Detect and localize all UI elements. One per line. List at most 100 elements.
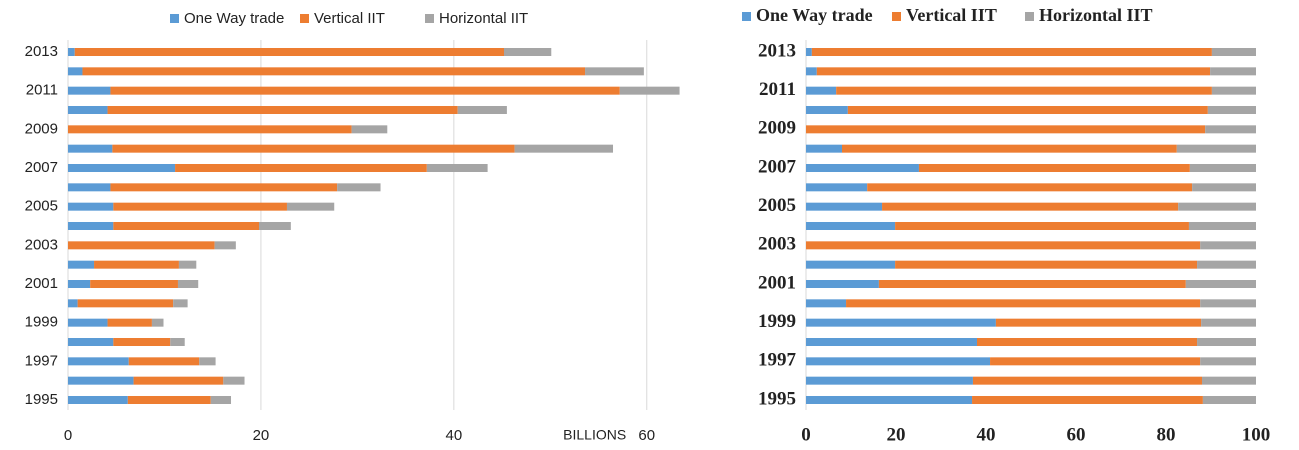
bar-segment bbox=[68, 357, 129, 366]
bar-segment bbox=[223, 376, 245, 385]
bar-segment bbox=[1188, 222, 1256, 230]
bar-segment bbox=[77, 299, 174, 308]
bar-segment bbox=[68, 106, 108, 114]
y-tick-label: 1997 bbox=[758, 350, 797, 371]
bar-segment bbox=[337, 183, 381, 192]
y-tick-label: 2001 bbox=[25, 275, 58, 292]
bar-segment bbox=[806, 376, 973, 385]
bar-segment bbox=[806, 202, 883, 211]
bar-segment bbox=[1202, 376, 1256, 385]
bar-segment bbox=[68, 183, 111, 192]
bar-segment bbox=[113, 222, 259, 230]
legend-swatch bbox=[425, 14, 434, 23]
y-tick-label: 2003 bbox=[25, 236, 58, 253]
bar-segment bbox=[842, 144, 1177, 153]
x-tick-label: 60 bbox=[638, 427, 655, 444]
bar-segment bbox=[806, 48, 812, 56]
bar-segment bbox=[113, 202, 287, 211]
bar-segment bbox=[214, 241, 236, 250]
bar-segment bbox=[1201, 318, 1256, 327]
bar-segment bbox=[504, 48, 552, 56]
x-tick-label: 80 bbox=[1157, 424, 1176, 445]
bar-segment bbox=[806, 125, 1206, 134]
bar-segment bbox=[175, 164, 427, 172]
bar-segment bbox=[847, 106, 1208, 114]
bar-segment bbox=[68, 338, 114, 346]
bar-segment bbox=[990, 357, 1201, 366]
bar-segment bbox=[258, 222, 291, 230]
legend-swatch bbox=[1025, 12, 1034, 21]
bar-segment bbox=[107, 106, 458, 114]
bar-segment bbox=[811, 48, 1212, 56]
bar-segment bbox=[68, 299, 78, 308]
y-tick-label: 2001 bbox=[758, 272, 796, 293]
bar-segment bbox=[895, 260, 1198, 269]
bar-segment bbox=[112, 144, 515, 153]
y-tick-label: 2007 bbox=[25, 159, 58, 176]
legend-swatch bbox=[892, 12, 901, 21]
x-tick-label: 20 bbox=[253, 427, 270, 444]
bar-segment bbox=[127, 396, 211, 404]
bar-segment bbox=[82, 67, 586, 76]
x-tick-label: 0 bbox=[801, 424, 811, 445]
bar-segment bbox=[1189, 164, 1256, 172]
y-tick-label: 2003 bbox=[758, 234, 796, 255]
bar-segment bbox=[68, 48, 75, 56]
legend-label: One Way trade bbox=[756, 5, 873, 25]
bar-segment bbox=[806, 318, 996, 327]
bar-segment bbox=[110, 86, 620, 95]
bar-segment bbox=[1197, 260, 1256, 269]
bar-segment bbox=[90, 280, 178, 288]
bar-segment bbox=[806, 338, 977, 346]
bar-segment bbox=[585, 67, 644, 76]
bar-segment bbox=[918, 164, 1190, 172]
bar-segment bbox=[68, 125, 352, 134]
bar-segment bbox=[1207, 106, 1256, 114]
bar-segment bbox=[199, 357, 216, 366]
bar-segment bbox=[1210, 67, 1256, 76]
bar-segment bbox=[94, 260, 179, 269]
bar-segment bbox=[178, 260, 197, 269]
bar-segment bbox=[177, 280, 199, 288]
bar-segment bbox=[210, 396, 232, 404]
legend-swatch bbox=[170, 14, 179, 23]
bar-segment bbox=[836, 86, 1212, 95]
bar-segment bbox=[110, 183, 338, 192]
bar-segment bbox=[128, 357, 200, 366]
x-tick-label: 40 bbox=[977, 424, 996, 445]
bar-segment bbox=[1200, 357, 1256, 366]
x-tick-label: 20 bbox=[887, 424, 906, 445]
bar-segment bbox=[68, 318, 108, 327]
bar-segment bbox=[977, 338, 1198, 346]
bar-segment bbox=[806, 396, 973, 404]
y-tick-label: 2011 bbox=[26, 82, 58, 99]
bar-segment bbox=[1200, 241, 1256, 250]
bar-segment bbox=[1202, 396, 1256, 404]
bar-segment bbox=[68, 241, 215, 250]
bar-segment bbox=[972, 396, 1203, 404]
bar-segment bbox=[895, 222, 1189, 230]
bar-segment bbox=[878, 280, 1186, 288]
bar-segment bbox=[68, 144, 113, 153]
y-tick-label: 1995 bbox=[25, 391, 58, 408]
legend-label: Vertical IIT bbox=[906, 5, 997, 25]
bar-segment bbox=[972, 376, 1202, 385]
bar-segment bbox=[806, 183, 868, 192]
bar-segment bbox=[68, 86, 111, 95]
y-tick-label: 2011 bbox=[759, 79, 796, 100]
x-tick-label: 0 bbox=[64, 427, 72, 444]
bar-segment bbox=[1211, 48, 1256, 56]
y-tick-label: 2013 bbox=[758, 40, 796, 61]
x-tick-label: 60 bbox=[1067, 424, 1086, 445]
bar-segment bbox=[806, 67, 817, 76]
bar-segment bbox=[68, 376, 134, 385]
y-tick-label: 1997 bbox=[25, 352, 58, 369]
bar-segment bbox=[74, 48, 505, 56]
bar-segment bbox=[806, 299, 847, 308]
legend-swatch bbox=[300, 14, 309, 23]
bar-segment bbox=[1192, 183, 1256, 192]
bar-segment bbox=[1197, 338, 1256, 346]
bar-segment bbox=[514, 144, 614, 153]
bar-segment bbox=[619, 86, 680, 95]
